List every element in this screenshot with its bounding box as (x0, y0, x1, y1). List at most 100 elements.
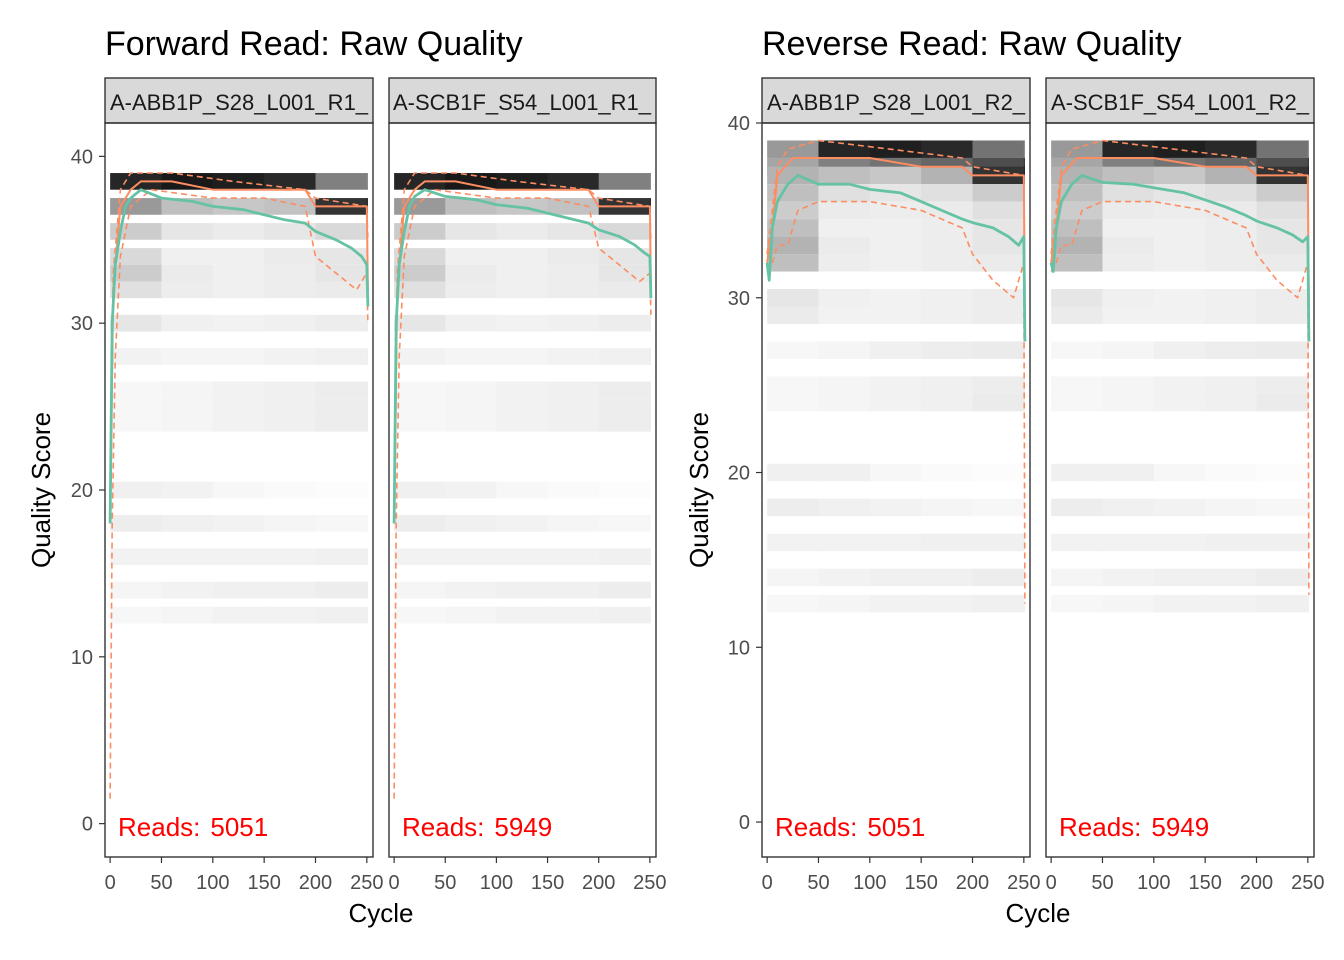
heat-cell (921, 376, 974, 394)
heat-cell (598, 281, 651, 299)
heat-cell (818, 376, 871, 394)
heat-cell (1256, 594, 1309, 613)
heat-cell (110, 398, 163, 415)
heat-cell (161, 264, 214, 282)
heat-cell (598, 398, 651, 415)
heat-cell (110, 348, 163, 365)
heat-cell (598, 248, 651, 265)
strip-label: A-SCB1F_S54_L001_R2_ (1051, 90, 1310, 115)
heat-cell (1256, 306, 1309, 324)
quality-density-heatmap (394, 173, 651, 624)
heat-cell (1102, 166, 1155, 185)
y-axis: 0 10 20 30 40 (728, 113, 762, 834)
heat-cell (869, 306, 923, 324)
x-axis: 0 50 100 150 200 250 (762, 857, 1041, 894)
y-tick-label: 40 (71, 146, 93, 168)
heat-cell (1205, 376, 1258, 394)
heat-cell (394, 314, 447, 332)
heat-cell (1153, 594, 1207, 613)
heat-cell (212, 548, 266, 566)
heat-cell (394, 398, 447, 415)
heat-cell (972, 341, 1025, 359)
y-tick-label: 30 (71, 313, 93, 335)
heat-cell (264, 481, 317, 499)
heat-cell (767, 568, 820, 587)
median-quality-line (393, 180, 652, 524)
heat-cell (264, 281, 317, 299)
heat-cell (1205, 393, 1258, 412)
heat-cell (161, 481, 214, 499)
x-tick-label: 150 (247, 872, 280, 894)
strip-clip: A-ABB1P_S28_L001_R1_ (110, 90, 369, 115)
heat-cell (921, 184, 974, 202)
heat-cell (212, 348, 266, 365)
heat-cell (818, 236, 871, 255)
heat-cell (972, 376, 1025, 394)
median-quality-line (1050, 157, 1310, 316)
heat-cell (547, 314, 600, 332)
chart-title: Reverse Read: Raw Quality (762, 25, 1182, 63)
heat-cell (649, 581, 651, 599)
heat-cell (315, 606, 368, 624)
heat-cell (972, 393, 1025, 412)
heat-cell (921, 498, 974, 517)
heat-cell (1256, 140, 1309, 158)
heat-cell (212, 223, 266, 240)
heat-cell (366, 314, 368, 332)
heat-cell (394, 515, 447, 532)
x-tick-label: 100 (853, 872, 886, 894)
heat-cell (161, 548, 214, 566)
heat-cell (1023, 341, 1025, 359)
heat-cell (869, 236, 923, 255)
heat-cell (1256, 184, 1309, 202)
heat-cell (767, 341, 820, 359)
heat-cell (1205, 498, 1258, 517)
heat-cell (598, 173, 651, 190)
heat-cell (264, 398, 317, 415)
x-tick-label: 50 (807, 872, 829, 894)
heat-cell (1102, 184, 1155, 202)
heat-cell (869, 341, 923, 359)
heat-cell (1307, 341, 1309, 359)
heat-cell (598, 515, 651, 532)
q75-quality-line (393, 172, 652, 524)
x-tick-label: 150 (904, 872, 937, 894)
reads-count: 5051 (867, 812, 925, 842)
heat-cell (394, 414, 447, 432)
heat-cell (649, 548, 651, 566)
heat-cell (921, 594, 974, 613)
heat-cell (1307, 533, 1309, 552)
heat-cell (445, 606, 498, 624)
heat-cell (1023, 533, 1025, 552)
heat-cell (818, 219, 871, 237)
heat-cell (818, 289, 871, 307)
heat-cell (496, 223, 549, 240)
heat-cell (1102, 376, 1155, 394)
heat-cell (445, 414, 498, 432)
heat-cell (161, 381, 214, 399)
heat-cell (212, 314, 266, 332)
heat-cell (1256, 219, 1309, 237)
heat-cell (161, 223, 214, 240)
heat-cell (445, 223, 498, 240)
heat-cell (394, 264, 447, 282)
heat-cell (1051, 341, 1104, 359)
heat-cell (315, 381, 368, 399)
heat-cell (869, 594, 923, 613)
heat-cell (818, 393, 871, 412)
heat-cell (315, 414, 368, 432)
heat-cell (921, 140, 974, 158)
facet-panel: A-ABB1P_S28_L001_R1_ Reads: 5051 0 50 100 15… (104, 77, 384, 894)
x-tick-label: 150 (531, 872, 564, 894)
x-tick-label: 250 (1291, 872, 1324, 894)
heat-cell (110, 381, 163, 399)
q75-quality-line (766, 139, 1026, 298)
heat-cell (1205, 219, 1258, 237)
strip-clip: A-SCB1F_S54_L001_R1_ (393, 90, 652, 115)
heat-cell (921, 289, 974, 307)
mean-quality-line (392, 188, 653, 524)
heat-cell (869, 393, 923, 412)
heat-cell (649, 606, 651, 624)
heat-cell (869, 166, 923, 185)
y-axis-label: Quality Score (684, 412, 714, 568)
